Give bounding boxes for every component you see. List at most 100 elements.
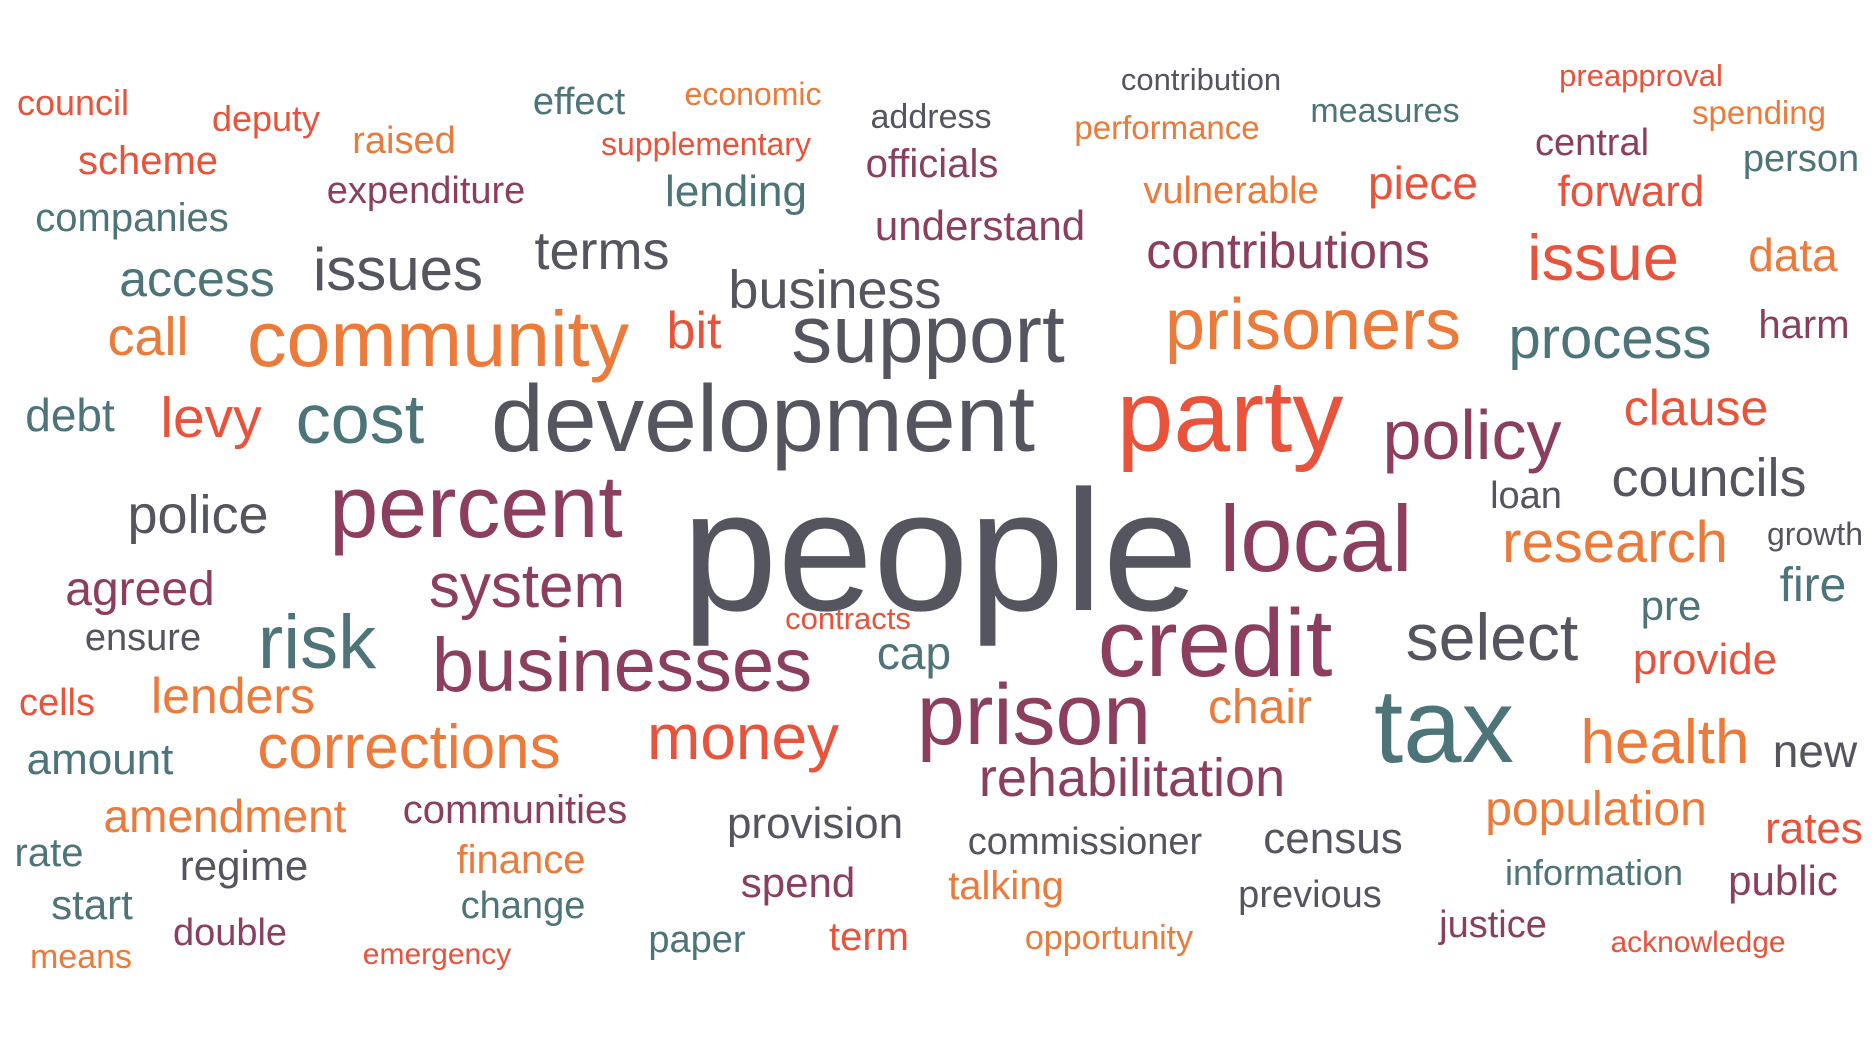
- word-vulnerable: vulnerable: [1143, 170, 1319, 212]
- word-emergency: emergency: [362, 938, 512, 971]
- word-acknowledge: acknowledge: [1610, 926, 1786, 959]
- word-information: information: [1504, 852, 1684, 893]
- word-companies: companies: [35, 196, 229, 240]
- word-commissioner: commissioner: [967, 821, 1203, 863]
- word-terms: terms: [534, 221, 670, 281]
- word-change: change: [460, 885, 586, 927]
- word-money: money: [646, 701, 840, 773]
- word-means: means: [29, 938, 133, 976]
- word-clause: clause: [1623, 380, 1769, 436]
- word-tax: tax: [1373, 668, 1515, 785]
- word-issues: issues: [312, 236, 484, 303]
- word-measures: measures: [1310, 92, 1460, 130]
- word-officials: officials: [865, 142, 999, 186]
- word-bit: bit: [666, 302, 722, 360]
- word-start: start: [51, 881, 133, 928]
- word-chair: chair: [1207, 681, 1313, 734]
- word-call: call: [107, 307, 189, 367]
- word-paper: paper: [648, 919, 746, 961]
- word-central: central: [1534, 122, 1650, 164]
- word-rates: rates: [1765, 804, 1863, 853]
- word-census: census: [1263, 814, 1403, 863]
- word-new: new: [1772, 725, 1858, 777]
- word-forward: forward: [1557, 167, 1705, 216]
- word-lending: lending: [665, 167, 807, 216]
- word-people: people: [681, 455, 1199, 647]
- word-issue: issue: [1527, 221, 1679, 294]
- word-preapproval: preapproval: [1559, 58, 1723, 93]
- word-system: system: [428, 552, 626, 621]
- word-agreed: agreed: [65, 563, 215, 616]
- word-population: population: [1485, 783, 1707, 836]
- word-supplementary: supplementary: [601, 126, 811, 162]
- word-finance: finance: [456, 838, 586, 882]
- word-opportunity: opportunity: [1024, 919, 1194, 957]
- word-cells: cells: [18, 682, 96, 724]
- word-amount: amount: [26, 735, 174, 784]
- word-double: double: [172, 912, 288, 954]
- word-piece: piece: [1368, 157, 1478, 209]
- word-contracts: contracts: [785, 601, 911, 636]
- word-health: health: [1580, 708, 1750, 777]
- word-data: data: [1748, 229, 1838, 281]
- word-address: address: [870, 98, 992, 136]
- word-scheme: scheme: [77, 139, 219, 183]
- word-provision: provision: [726, 799, 904, 848]
- word-credit: credit: [1097, 590, 1333, 697]
- word-contribution: contribution: [1120, 62, 1282, 97]
- word-regime: regime: [179, 842, 309, 889]
- word-risk: risk: [257, 600, 377, 685]
- word-harm: harm: [1758, 303, 1850, 347]
- word-pre: pre: [1640, 582, 1702, 629]
- word-raised: raised: [352, 120, 456, 162]
- word-contributions: contributions: [1146, 223, 1430, 279]
- word-corrections: corrections: [257, 713, 561, 782]
- word-person: person: [1742, 138, 1860, 180]
- word-understand: understand: [874, 202, 1086, 249]
- word-deputy: deputy: [211, 98, 321, 139]
- word-communities: communities: [402, 788, 628, 832]
- word-police: police: [127, 485, 269, 545]
- word-cost: cost: [295, 380, 425, 458]
- word-party: party: [1116, 359, 1344, 473]
- word-amendment: amendment: [103, 790, 347, 842]
- word-council: council: [16, 82, 130, 123]
- word-businesses: businesses: [431, 623, 813, 708]
- word-rate: rate: [14, 831, 84, 875]
- word-spend: spend: [740, 859, 856, 906]
- word-policy: policy: [1382, 396, 1562, 474]
- word-economic: economic: [684, 76, 822, 112]
- word-talking: talking: [948, 864, 1064, 908]
- word-councils: councils: [1611, 448, 1807, 508]
- word-effect: effect: [532, 81, 626, 123]
- word-expenditure: expenditure: [326, 170, 526, 212]
- word-public: public: [1728, 857, 1838, 904]
- word-debt: debt: [25, 389, 115, 441]
- word-previous: previous: [1238, 874, 1382, 916]
- word-justice: justice: [1439, 904, 1547, 946]
- word-prison: prison: [916, 667, 1152, 763]
- word-loan: loan: [1490, 475, 1562, 517]
- word-levy: levy: [160, 386, 262, 450]
- word-ensure: ensure: [84, 617, 202, 659]
- word-local: local: [1219, 486, 1413, 591]
- word-performance: performance: [1074, 109, 1260, 146]
- word-percent: percent: [329, 457, 623, 556]
- word-research: research: [1502, 510, 1728, 575]
- word-fire: fire: [1779, 559, 1847, 612]
- word-select: select: [1405, 600, 1579, 674]
- word-business: business: [728, 260, 942, 320]
- word-access: access: [119, 251, 275, 307]
- word-spending: spending: [1692, 94, 1826, 131]
- word-prisoners: prisoners: [1164, 285, 1462, 365]
- word-support: support: [791, 289, 1065, 380]
- word-provide: provide: [1632, 635, 1778, 684]
- word-rehabilitation: rehabilitation: [978, 748, 1286, 808]
- word-process: process: [1508, 306, 1712, 371]
- word-lenders: lenders: [151, 668, 315, 724]
- word-growth: growth: [1766, 516, 1864, 552]
- word-development: development: [491, 366, 1035, 472]
- word-term: term: [829, 915, 909, 959]
- word-community: community: [247, 294, 629, 383]
